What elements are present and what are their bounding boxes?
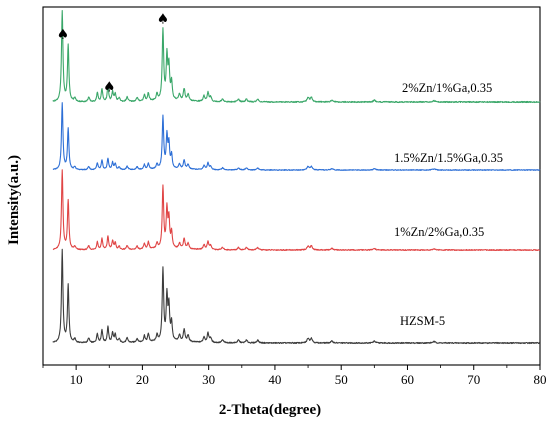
series-line-3 xyxy=(52,10,541,104)
series-layer xyxy=(52,10,541,345)
x-tick-label: 60 xyxy=(401,372,414,387)
x-tick-label: 20 xyxy=(136,372,149,387)
series-labels: HZSM-5 1%Zn/2%Ga,0.35 1.5%Zn/1.5%Ga,0.35 2%… xyxy=(394,81,503,328)
series-label: HZSM-5 xyxy=(400,314,445,328)
peak-marker-icon: ♠ xyxy=(157,12,170,28)
x-tick-label: 40 xyxy=(268,372,281,387)
y-axis-title: Intensity(a.u.) xyxy=(6,155,22,245)
x-tick-label: 50 xyxy=(335,372,348,387)
series-label: 2%Zn/1%Ga,0.35 xyxy=(402,81,492,95)
plot-frame xyxy=(42,6,541,366)
peak-annotations: ♠ ♠ ♠ xyxy=(57,12,170,96)
peak-marker-icon: ♠ xyxy=(103,79,116,95)
series-label: 1.5%Zn/1.5%Ga,0.35 xyxy=(394,151,503,165)
series-line-1 xyxy=(52,169,541,252)
plot-border xyxy=(42,6,541,366)
x-axis-title: 2-Theta(degree) xyxy=(219,402,321,418)
x-axis-ticks: 10 20 30 40 50 60 70 80 xyxy=(42,365,547,387)
series-label: 1%Zn/2%Ga,0.35 xyxy=(394,225,484,239)
x-tick-label: 30 xyxy=(202,372,215,387)
peak-marker-icon: ♠ xyxy=(57,27,70,43)
x-tick-label: 80 xyxy=(534,372,547,387)
series-line-0 xyxy=(52,248,541,345)
series-line-2 xyxy=(52,102,541,171)
x-tick-label: 70 xyxy=(467,372,480,387)
x-tick-label: 10 xyxy=(70,372,83,387)
